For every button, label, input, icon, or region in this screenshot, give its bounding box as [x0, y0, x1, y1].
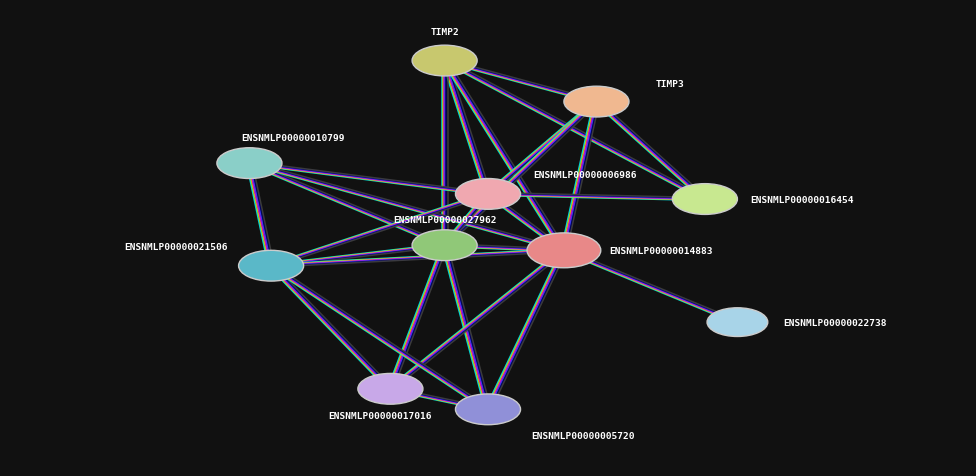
- Text: TIMP2: TIMP2: [430, 28, 459, 37]
- Circle shape: [456, 179, 520, 210]
- Circle shape: [412, 46, 477, 77]
- Text: ENSNMLP00000027962: ENSNMLP00000027962: [393, 215, 497, 224]
- Text: ENSNMLP00000014883: ENSNMLP00000014883: [609, 246, 712, 255]
- Text: ENSNMLP00000017016: ENSNMLP00000017016: [328, 412, 431, 420]
- Text: ENSNMLP00000006986: ENSNMLP00000006986: [534, 170, 637, 179]
- Circle shape: [672, 184, 738, 215]
- Text: ENSNMLP00000005720: ENSNMLP00000005720: [531, 431, 634, 440]
- Circle shape: [238, 251, 304, 281]
- Text: TIMP3: TIMP3: [656, 80, 685, 89]
- Circle shape: [707, 308, 768, 337]
- Text: ENSNMLP00000022738: ENSNMLP00000022738: [783, 318, 886, 327]
- Circle shape: [564, 87, 629, 118]
- Circle shape: [358, 374, 423, 404]
- Circle shape: [217, 149, 282, 179]
- Text: ENSNMLP00000016454: ENSNMLP00000016454: [751, 195, 854, 204]
- Circle shape: [527, 233, 601, 268]
- Circle shape: [456, 394, 520, 425]
- Text: ENSNMLP00000010799: ENSNMLP00000010799: [241, 133, 345, 142]
- Text: ENSNMLP00000021506: ENSNMLP00000021506: [124, 242, 227, 251]
- Circle shape: [412, 230, 477, 261]
